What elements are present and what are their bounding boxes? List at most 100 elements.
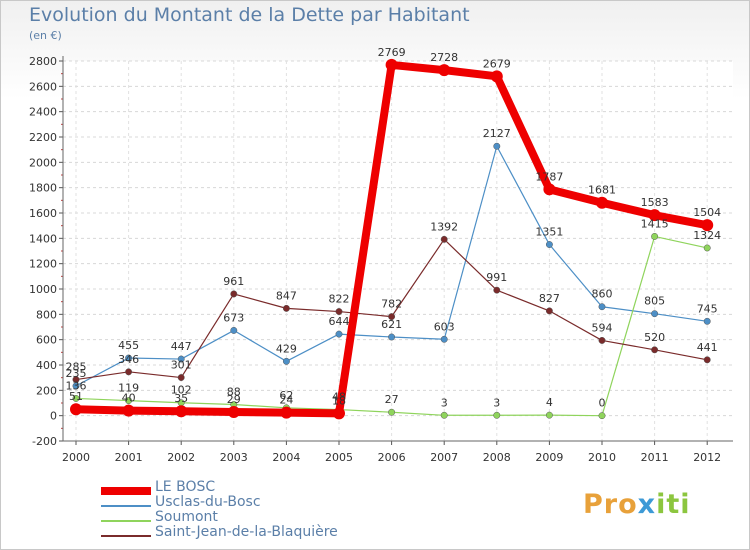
data-label: 991 <box>486 271 507 284</box>
data-label: 3 <box>441 396 448 409</box>
x-tick-label: 2009 <box>535 451 563 464</box>
x-tick-label: 2000 <box>62 451 90 464</box>
data-label: 24 <box>279 394 293 407</box>
data-label: 1583 <box>641 196 669 209</box>
y-tick-label: 1000 <box>29 283 57 296</box>
data-label: 603 <box>434 320 455 333</box>
plot-area <box>63 61 733 441</box>
data-point <box>438 64 451 77</box>
data-point <box>282 304 290 312</box>
data-point <box>125 397 133 405</box>
data-label: 235 <box>66 367 87 380</box>
data-label: 35 <box>174 392 188 405</box>
data-point <box>703 356 711 364</box>
data-label: 745 <box>697 302 718 315</box>
legend-swatch <box>101 519 151 522</box>
data-label: 119 <box>118 382 139 395</box>
data-point <box>493 142 501 150</box>
data-label: 346 <box>118 353 139 366</box>
data-label: 594 <box>592 321 613 334</box>
legend-label: LE BOSC <box>155 479 216 495</box>
data-label: 860 <box>592 288 613 301</box>
data-point <box>545 411 553 419</box>
chart-title: Evolution du Montant de la Dette par Hab… <box>29 4 470 26</box>
y-tick-label: 2400 <box>29 106 57 119</box>
chart-subtitle: (en €) <box>29 29 62 42</box>
data-point <box>440 235 448 243</box>
data-point <box>545 241 553 248</box>
data-label: 644 <box>329 315 350 328</box>
data-point <box>545 307 553 315</box>
data-label: 441 <box>697 341 718 354</box>
data-point <box>125 354 133 362</box>
data-label: 62 <box>279 389 293 402</box>
legend-label: Usclas-du-Bosc <box>155 494 261 510</box>
x-tick-label: 2011 <box>641 451 669 464</box>
data-label: 447 <box>171 340 192 353</box>
data-label: 827 <box>539 292 560 305</box>
data-point <box>440 411 448 419</box>
data-point <box>177 355 185 363</box>
data-point <box>385 58 398 71</box>
y-tick-label: 200 <box>36 384 57 397</box>
data-point <box>70 403 82 416</box>
y-tick-label: 400 <box>36 359 57 372</box>
data-label: 961 <box>223 275 244 288</box>
y-tick-label: 600 <box>36 334 57 347</box>
data-label: 2679 <box>483 57 511 70</box>
data-point <box>701 219 714 232</box>
data-point <box>493 286 501 294</box>
y-tick-label: 0 <box>50 410 57 423</box>
data-label: 27 <box>385 393 399 406</box>
data-label: 301 <box>171 359 192 372</box>
data-point <box>335 308 343 315</box>
proxiti-logo: Proxiti <box>583 489 691 520</box>
y-tick-label: 2800 <box>29 55 57 68</box>
data-label: 40 <box>122 392 136 405</box>
legend-swatch <box>101 486 151 495</box>
data-point <box>230 290 238 298</box>
y-tick-label: 800 <box>36 308 57 321</box>
x-tick-label: 2005 <box>325 451 353 464</box>
data-label: 4 <box>546 396 553 409</box>
data-point <box>282 357 290 365</box>
data-point <box>230 326 238 334</box>
x-tick-label: 2007 <box>430 451 458 464</box>
data-label: 455 <box>118 339 139 352</box>
x-tick-label: 2012 <box>693 451 721 464</box>
y-tick-label: -200 <box>32 435 57 448</box>
data-point <box>596 196 608 209</box>
data-label: 673 <box>223 311 244 324</box>
data-point <box>280 406 293 419</box>
data-point <box>651 310 659 318</box>
data-label: 2769 <box>378 46 406 59</box>
legend-label: Soumont <box>155 509 218 525</box>
data-point <box>598 336 606 344</box>
data-point <box>703 244 711 252</box>
data-point <box>72 394 80 402</box>
y-tick-label: 1600 <box>29 207 57 220</box>
data-label: 1324 <box>693 229 721 242</box>
data-label: 2728 <box>430 51 458 64</box>
x-tick-label: 2004 <box>272 451 300 464</box>
data-label: 29 <box>227 393 241 406</box>
y-tick-label: 2600 <box>29 80 57 93</box>
data-label: 1504 <box>693 206 721 219</box>
x-tick-label: 2010 <box>588 451 616 464</box>
data-point <box>440 335 448 343</box>
data-label: 520 <box>644 331 665 344</box>
logo-part-3: iti <box>656 489 691 520</box>
data-label: 1415 <box>641 217 669 230</box>
logo-part-2: x <box>637 489 657 520</box>
data-point <box>227 405 240 418</box>
data-point <box>335 330 343 338</box>
data-label: 285 <box>66 361 87 374</box>
y-tick-label: 1400 <box>29 232 57 245</box>
data-point <box>333 407 345 420</box>
data-label: 1787 <box>535 170 563 183</box>
data-label: 1681 <box>588 184 616 197</box>
data-label: 51 <box>69 390 83 403</box>
data-point <box>598 412 606 420</box>
y-tick-label: 2200 <box>29 131 57 144</box>
